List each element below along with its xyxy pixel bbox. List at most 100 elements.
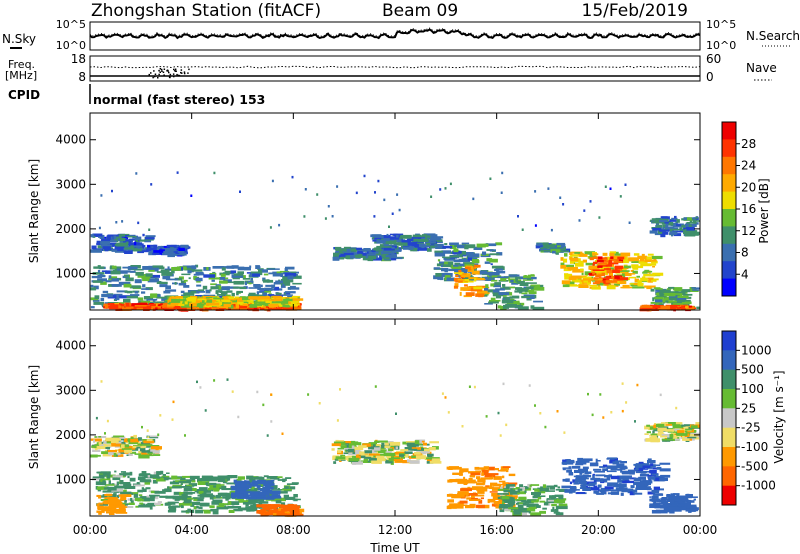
echo-cell bbox=[198, 506, 203, 509]
echo-cell bbox=[213, 485, 217, 488]
echo-cell bbox=[561, 461, 574, 465]
echo-cell bbox=[665, 223, 669, 228]
echo-cell bbox=[561, 280, 570, 285]
echo-cell bbox=[181, 510, 192, 513]
echo-cell bbox=[267, 512, 270, 515]
echo-cell bbox=[400, 449, 409, 451]
echo-cell bbox=[499, 434, 502, 437]
echo-cell bbox=[145, 503, 152, 508]
echo-cell bbox=[683, 230, 693, 235]
echo-cell bbox=[350, 440, 356, 444]
echo-cell bbox=[482, 251, 487, 256]
echo-cell bbox=[499, 509, 505, 513]
echo-cell bbox=[671, 503, 680, 505]
echo-cell bbox=[653, 424, 657, 429]
echo-cell bbox=[152, 252, 160, 255]
echo-cell bbox=[177, 250, 185, 253]
echo-cell bbox=[652, 502, 661, 507]
echo-cell bbox=[96, 486, 107, 490]
echo-cell bbox=[138, 437, 142, 441]
echo-cell bbox=[389, 233, 398, 236]
echo-cell bbox=[258, 488, 269, 491]
echo-cell bbox=[573, 475, 581, 478]
echo-cell bbox=[130, 500, 134, 504]
echo-cell bbox=[157, 501, 162, 504]
echo-cell bbox=[515, 279, 519, 282]
echo-cell bbox=[610, 475, 620, 480]
echo-cell bbox=[283, 275, 290, 280]
echo-cell bbox=[530, 503, 539, 506]
echo-cell bbox=[116, 248, 127, 251]
echo-cell bbox=[465, 292, 475, 296]
echo-cell bbox=[376, 447, 385, 450]
velocity-colorbar-tick: 100 bbox=[741, 382, 764, 396]
echo-cell bbox=[684, 232, 696, 237]
velocity-colorbar-segment bbox=[722, 466, 736, 487]
echo-cell bbox=[141, 445, 147, 448]
echo-cell bbox=[136, 248, 147, 251]
echo-cell bbox=[454, 259, 464, 263]
echo-cell bbox=[126, 306, 134, 309]
echo-cell bbox=[121, 444, 125, 448]
echo-cell bbox=[444, 261, 454, 266]
echo-cell bbox=[628, 469, 636, 472]
freq-label-line2: [MHz] bbox=[5, 69, 37, 82]
echo-cell bbox=[152, 479, 158, 484]
echo-cell bbox=[198, 487, 208, 491]
echo-cell bbox=[235, 304, 240, 308]
echo-cell bbox=[268, 485, 278, 489]
echo-cell bbox=[110, 239, 117, 243]
echo-cell bbox=[466, 497, 472, 500]
frequency-scatter bbox=[148, 68, 190, 79]
echo-cell bbox=[519, 282, 529, 286]
echo-cell bbox=[190, 194, 193, 197]
echo-cell bbox=[120, 491, 132, 495]
echo-cell bbox=[137, 302, 147, 306]
echo-cell bbox=[411, 244, 420, 248]
echo-cell bbox=[681, 224, 686, 228]
echo-cell bbox=[105, 437, 118, 441]
echo-cell bbox=[664, 292, 676, 297]
echo-cell bbox=[474, 278, 477, 282]
echo-cell bbox=[259, 501, 269, 504]
echo-cell bbox=[491, 503, 496, 507]
echo-cell bbox=[163, 306, 167, 310]
echo-cell bbox=[148, 251, 156, 253]
echo-cell bbox=[668, 223, 674, 226]
echo-cell bbox=[575, 262, 584, 267]
echo-cell bbox=[105, 280, 112, 283]
echo-cell bbox=[595, 490, 599, 494]
echo-cell bbox=[638, 461, 644, 464]
echo-cell bbox=[581, 272, 584, 276]
echo-cell bbox=[578, 468, 588, 473]
echo-cell bbox=[269, 226, 272, 229]
echo-cell bbox=[426, 451, 432, 455]
echo-cell bbox=[184, 266, 196, 271]
echo-cell bbox=[495, 288, 505, 291]
echo-cell bbox=[644, 433, 649, 435]
echo-cell bbox=[610, 457, 618, 462]
echo-cell bbox=[452, 504, 464, 509]
echo-cell bbox=[475, 293, 485, 297]
echo-cell bbox=[490, 482, 498, 486]
echo-cell bbox=[599, 489, 605, 492]
echo-cell bbox=[119, 482, 131, 485]
echo-cell bbox=[133, 434, 137, 439]
echo-cell bbox=[111, 278, 119, 282]
echo-cell bbox=[604, 475, 610, 478]
freq-point bbox=[152, 76, 154, 79]
echo-cell bbox=[94, 295, 100, 299]
echo-cell bbox=[219, 487, 224, 490]
echo-cell bbox=[249, 296, 261, 300]
echo-cell bbox=[376, 444, 381, 448]
echo-cell bbox=[669, 495, 672, 499]
echo-cell bbox=[235, 493, 243, 498]
echo-cell bbox=[293, 498, 298, 502]
echo-cell bbox=[231, 390, 234, 393]
echo-cell bbox=[683, 217, 687, 220]
echo-cell bbox=[149, 505, 153, 510]
echo-cell bbox=[216, 285, 222, 290]
echo-cell bbox=[258, 296, 271, 300]
echo-cell bbox=[560, 265, 567, 269]
